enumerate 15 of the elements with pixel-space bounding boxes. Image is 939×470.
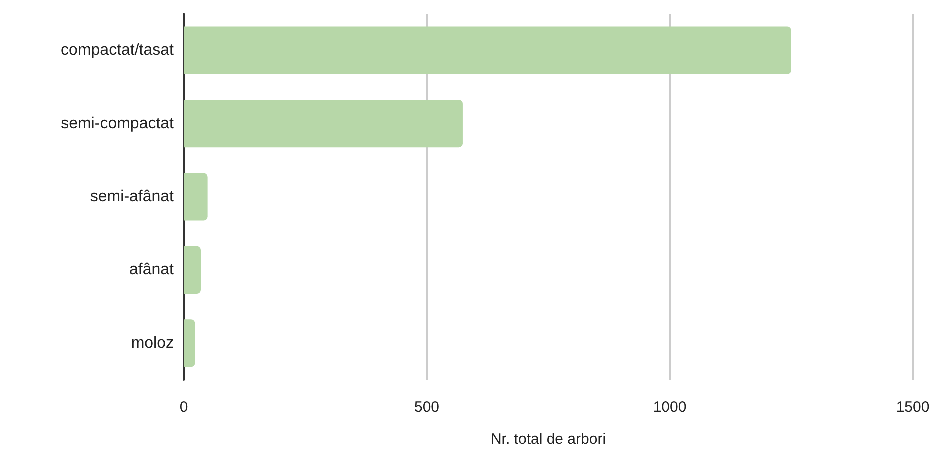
y-tick-label: semi-compactat — [61, 115, 175, 132]
bar — [184, 320, 196, 368]
x-tick-label: 1000 — [653, 399, 687, 416]
bar — [184, 26, 792, 74]
x-tick-label: 1500 — [896, 399, 930, 416]
bar — [184, 100, 463, 148]
y-tick-label: moloz — [131, 334, 174, 352]
x-tick-label: 500 — [414, 399, 440, 416]
y-tick-label: semi-afânat — [90, 188, 175, 206]
y-tick-label: compactat/tasat — [61, 42, 175, 60]
y-tick-label: afânat — [130, 262, 175, 279]
bar — [184, 173, 208, 221]
bar — [184, 246, 202, 294]
x-axis-title: Nr. total de arbori — [490, 431, 606, 448]
x-tick-label: 0 — [180, 399, 188, 416]
